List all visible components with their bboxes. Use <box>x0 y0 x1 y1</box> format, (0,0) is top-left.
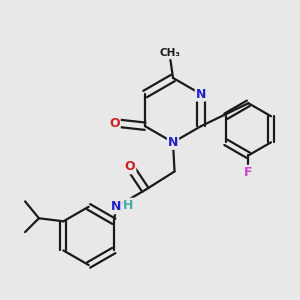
Text: N: N <box>196 88 206 100</box>
Text: CH₃: CH₃ <box>159 48 180 59</box>
Text: F: F <box>244 166 253 179</box>
Text: O: O <box>109 117 120 130</box>
Text: N: N <box>111 200 122 213</box>
Text: O: O <box>125 160 135 173</box>
Text: N: N <box>168 136 178 149</box>
Text: H: H <box>123 199 134 212</box>
